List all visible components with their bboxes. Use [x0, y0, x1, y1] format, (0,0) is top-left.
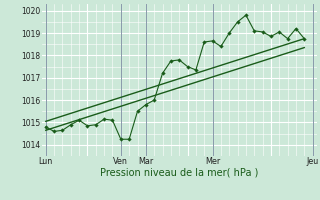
X-axis label: Pression niveau de la mer( hPa ): Pression niveau de la mer( hPa ) [100, 168, 258, 178]
